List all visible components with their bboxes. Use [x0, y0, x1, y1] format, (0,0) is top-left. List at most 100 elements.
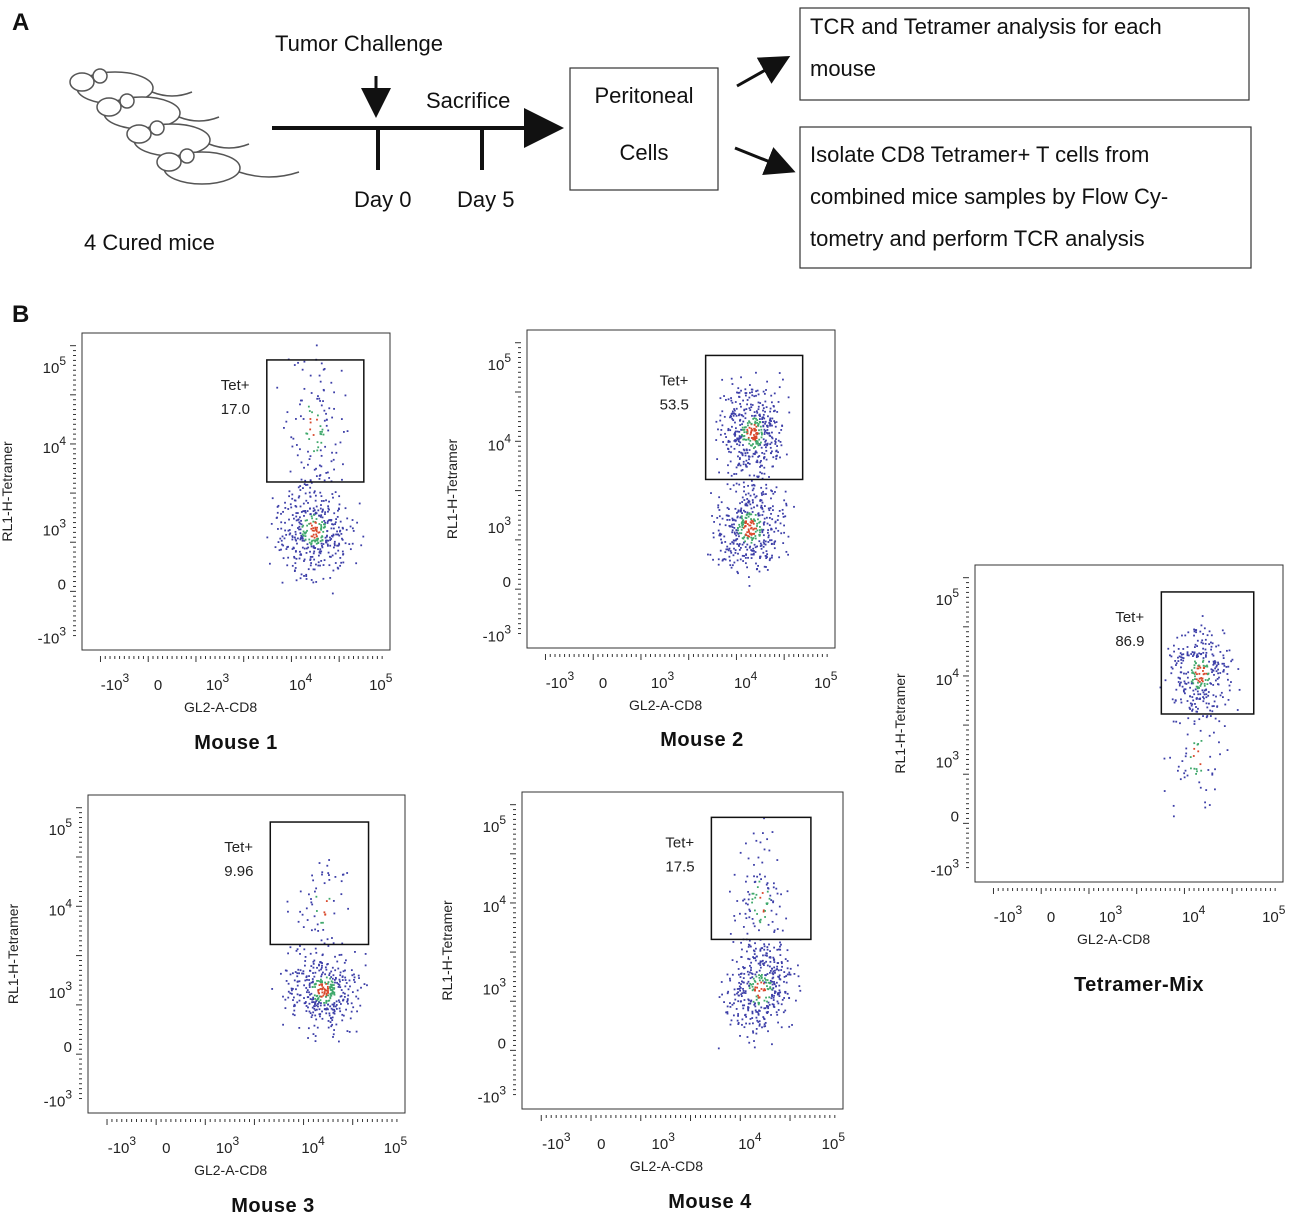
- event-dot: [776, 968, 778, 970]
- event-dot: [314, 928, 317, 931]
- event-dot: [313, 915, 316, 918]
- event-dot: [1172, 815, 1175, 818]
- event-dot: [293, 1003, 296, 1006]
- event-dot: [728, 440, 731, 443]
- event-dot: [772, 405, 775, 407]
- event-dot: [776, 928, 779, 930]
- tick-base: 0: [154, 677, 162, 694]
- event-dot: [342, 553, 345, 555]
- event-dot: [317, 979, 320, 982]
- event-dot: [346, 1000, 348, 1003]
- event-dot: [1202, 715, 1204, 717]
- event-dot: [341, 550, 344, 553]
- event-dot: [775, 887, 778, 890]
- event-dot: [299, 415, 302, 418]
- event-dot: [764, 440, 767, 443]
- event-dot: [315, 1018, 318, 1021]
- tick-exp: 5: [952, 586, 959, 600]
- event-dot: [1175, 664, 1177, 666]
- event-dot: [321, 871, 324, 874]
- event-dot: [308, 1010, 311, 1013]
- event-dot: [743, 536, 746, 539]
- event-dot: [766, 979, 769, 981]
- event-dot: [1227, 698, 1230, 701]
- event-dot: [757, 994, 759, 997]
- event-dot: [761, 421, 764, 423]
- event-dot: [749, 444, 752, 447]
- event-dot: [328, 1012, 331, 1015]
- event-dot: [743, 898, 746, 901]
- event-dot: [295, 519, 298, 522]
- event-dot: [304, 479, 307, 482]
- event-dot: [329, 986, 331, 988]
- event-dot: [316, 526, 318, 529]
- event-dot: [326, 522, 329, 524]
- event-dot: [744, 510, 747, 513]
- event-dot: [751, 489, 754, 492]
- event-dot: [763, 1018, 766, 1021]
- event-dot: [741, 469, 744, 471]
- event-dot: [352, 1006, 355, 1009]
- event-dot: [1197, 679, 1200, 682]
- event-dot: [749, 384, 751, 386]
- event-dot: [1197, 681, 1199, 684]
- event-dot: [747, 529, 750, 532]
- event-dot: [308, 986, 311, 988]
- event-dot: [766, 556, 768, 559]
- y-axis-label: RL1-H-Tetramer: [444, 438, 460, 539]
- event-dot: [330, 460, 333, 463]
- event-dot: [1221, 629, 1224, 632]
- event-dot: [1193, 634, 1195, 637]
- event-dot: [754, 451, 757, 454]
- event-dot: [728, 518, 731, 521]
- event-dot: [344, 976, 347, 979]
- event-dot: [301, 546, 304, 549]
- event-dot: [739, 987, 742, 989]
- event-dot: [1197, 743, 1200, 745]
- event-dot: [299, 969, 302, 972]
- event-dot: [768, 516, 771, 519]
- event-dot: [313, 568, 316, 571]
- event-dot: [331, 986, 334, 989]
- event-dot: [758, 919, 761, 922]
- event-dot: [729, 488, 732, 490]
- event-dot: [333, 992, 335, 995]
- event-dot: [330, 527, 333, 530]
- event-dot: [333, 544, 336, 547]
- event-dot: [737, 1013, 740, 1015]
- event-dot: [1213, 660, 1216, 662]
- event-dot: [309, 969, 312, 972]
- event-dot: [1177, 681, 1180, 683]
- event-dot: [755, 971, 758, 974]
- event-dot: [765, 566, 767, 568]
- event-dot: [1210, 648, 1213, 651]
- event-dot: [748, 512, 751, 515]
- event-dot: [766, 442, 769, 445]
- event-dot: [767, 534, 770, 537]
- event-dot: [753, 438, 756, 440]
- event-dot: [1163, 757, 1166, 760]
- event-dot: [749, 977, 752, 980]
- event-dot: [309, 522, 312, 525]
- event-dot: [753, 484, 756, 487]
- event-dot: [754, 530, 757, 533]
- event-dot: [282, 1023, 284, 1026]
- event-dot: [303, 510, 306, 513]
- event-dot: [293, 1014, 296, 1017]
- event-dot: [312, 1011, 315, 1014]
- event-dot: [769, 894, 772, 897]
- event-dot: [1210, 682, 1212, 685]
- event-dot: [334, 552, 337, 555]
- event-dot: [751, 898, 754, 901]
- event-dot: [760, 976, 763, 979]
- tick-exp: 3: [952, 749, 959, 763]
- event-dot: [773, 961, 776, 963]
- event-dot: [734, 439, 737, 441]
- event-dot: [760, 528, 763, 531]
- event-dot: [766, 838, 769, 841]
- event-label: Tumor Challenge: [275, 31, 443, 56]
- event-dot: [753, 875, 755, 878]
- event-dot: [753, 415, 756, 417]
- event-dot: [753, 863, 755, 866]
- event-dot: [791, 1024, 793, 1026]
